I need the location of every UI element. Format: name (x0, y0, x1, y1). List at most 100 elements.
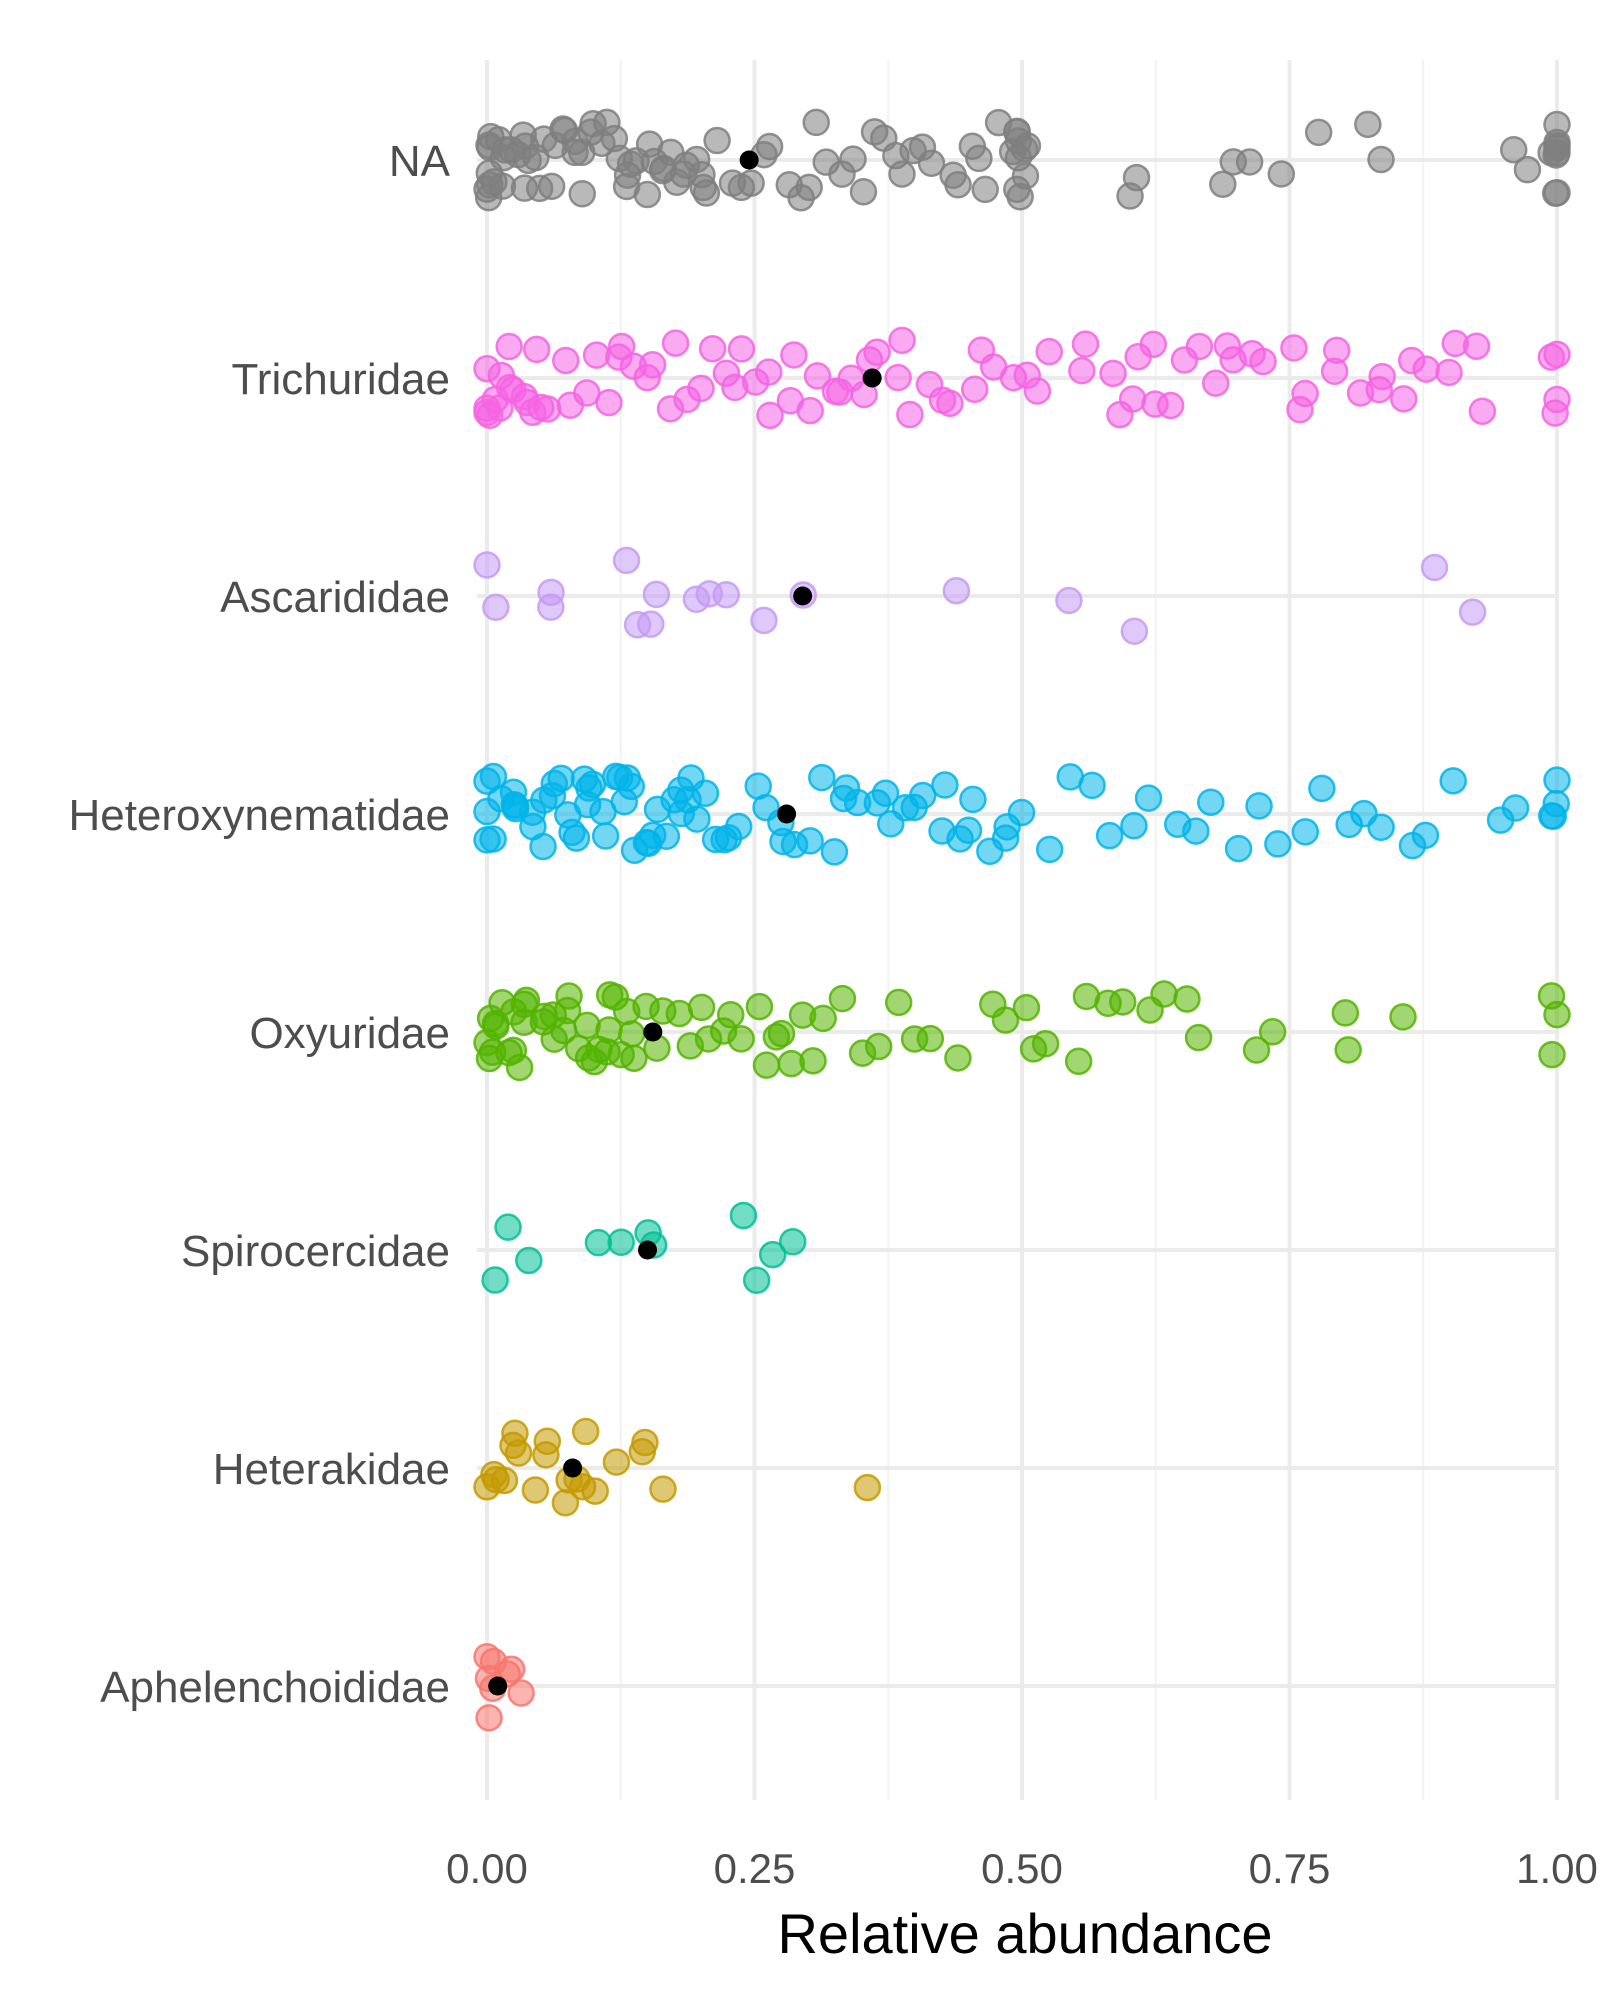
data-point (1368, 362, 1396, 391)
data-point (1235, 148, 1264, 176)
data-point (1245, 792, 1273, 820)
data-point (1031, 1029, 1060, 1058)
x-tick-label: 0.75 (1249, 1845, 1331, 1892)
data-point (510, 990, 539, 1019)
data-point (475, 1704, 503, 1732)
data-point (754, 358, 783, 386)
data-point (555, 982, 583, 1010)
data-point (1118, 385, 1147, 413)
data-point (1150, 980, 1178, 1008)
data-point (1185, 332, 1214, 361)
mean-point (563, 1458, 583, 1478)
x-tick-label: 0.25 (714, 1845, 796, 1892)
data-point (649, 1475, 677, 1503)
data-point (742, 1266, 771, 1295)
data-point (802, 108, 830, 137)
data-point (547, 764, 575, 793)
data-point (607, 1228, 635, 1256)
data-point (490, 1466, 519, 1495)
category-labels: NA Trichuridae Ascarididae Heteroxynematida… (68, 137, 450, 1712)
data-point (505, 1053, 534, 1082)
data-point (573, 1011, 601, 1040)
mean-markers (488, 150, 882, 1696)
data-point (1006, 182, 1034, 211)
data-point (1331, 999, 1360, 1027)
data-point (558, 818, 586, 847)
data-point (991, 1006, 1020, 1034)
data-point (1367, 813, 1395, 842)
data-point (864, 1032, 893, 1061)
data-point (617, 772, 646, 801)
x-tick-label: 0.50 (981, 1845, 1063, 1892)
mean-point (862, 368, 882, 388)
data-point (581, 1477, 609, 1505)
data-point (1389, 385, 1418, 413)
data-point (1258, 1018, 1287, 1046)
data-point (1242, 1036, 1271, 1064)
data-point (1139, 330, 1168, 359)
data-point (1224, 834, 1253, 863)
data-point (752, 1051, 781, 1079)
data-point (495, 332, 523, 361)
data-point (568, 180, 596, 208)
data-point (1173, 985, 1201, 1013)
data-point (1537, 343, 1566, 371)
data-point (756, 401, 784, 430)
data-point (1109, 988, 1137, 1016)
data-point (687, 374, 715, 403)
data-point (1543, 766, 1571, 794)
data-point (631, 1428, 659, 1457)
data-point (884, 988, 913, 1017)
data-point (1078, 771, 1106, 800)
data-point (479, 825, 507, 853)
data-point (1439, 767, 1467, 795)
data-point (537, 593, 565, 621)
data-point (828, 984, 857, 1013)
data-point (799, 1047, 827, 1075)
data-point (795, 173, 823, 202)
data-point (551, 346, 580, 375)
data-point (507, 1679, 535, 1707)
data-point (1304, 118, 1333, 147)
data-point (494, 1213, 522, 1241)
data-point (482, 593, 510, 622)
data-point (691, 779, 720, 807)
data-point (959, 785, 987, 814)
data-point (1539, 802, 1568, 831)
data-point (944, 1044, 972, 1072)
data-point (916, 1024, 945, 1053)
data-point (1538, 1040, 1566, 1069)
data-point (1249, 347, 1277, 376)
data-point (1120, 812, 1148, 840)
data-point (473, 551, 501, 579)
data-point (755, 132, 784, 161)
data-point (533, 1427, 562, 1455)
data-point (909, 781, 937, 810)
data-points (473, 108, 1571, 1732)
data-point (578, 770, 607, 799)
data-point (1291, 379, 1319, 408)
data-point (642, 580, 671, 609)
mean-point (643, 1022, 663, 1042)
data-point (481, 1266, 509, 1294)
data-point (758, 1240, 787, 1269)
data-point (1411, 821, 1440, 850)
data-point (1308, 774, 1336, 803)
data-point (1541, 399, 1569, 427)
data-point (1202, 369, 1230, 397)
data-point (1071, 330, 1100, 358)
data-point (1267, 160, 1296, 188)
data-point (607, 332, 636, 361)
data-point (803, 362, 832, 390)
data-point (637, 610, 665, 638)
data-point (944, 171, 972, 199)
data-point (716, 1000, 745, 1029)
data-point (529, 832, 557, 861)
data-point (612, 546, 641, 575)
data-point (727, 1025, 755, 1053)
data-point (1099, 359, 1127, 388)
data-point (1122, 163, 1151, 192)
category-label: Heteroxynematidae (68, 791, 450, 840)
data-point (820, 838, 849, 866)
data-point (1209, 170, 1237, 198)
